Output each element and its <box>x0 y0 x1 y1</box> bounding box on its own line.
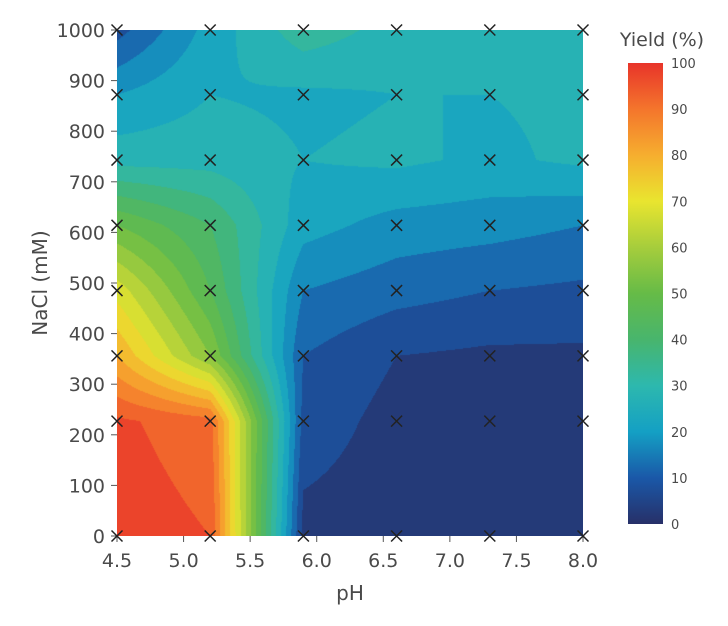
design-point-marker <box>390 284 403 297</box>
colorbar-tick-label: 50 <box>671 288 688 303</box>
design-point-marker <box>483 415 496 428</box>
design-point-marker <box>204 529 217 543</box>
y-axis-title: NaCl (mM) <box>28 230 52 335</box>
design-point-marker <box>297 284 310 297</box>
x-tick-label: 6.5 <box>368 550 398 572</box>
x-tick-label: 4.5 <box>102 550 132 572</box>
design-point-marker <box>110 154 124 167</box>
design-point-marker <box>204 154 217 167</box>
design-point-marker <box>390 219 403 232</box>
x-tick-label: 6.0 <box>302 550 332 572</box>
design-point-marker <box>390 88 403 101</box>
design-point-marker <box>204 415 217 428</box>
design-point-marker <box>110 23 124 37</box>
colorbar-tick-label: 30 <box>671 380 688 395</box>
y-tick-label: 400 <box>69 324 105 346</box>
design-point-marker <box>483 23 496 37</box>
design-point-marker <box>204 219 217 232</box>
colorbar-tick-label: 80 <box>671 149 688 164</box>
colorbar-tick-label: 60 <box>671 241 688 256</box>
design-point-marker <box>483 284 496 297</box>
design-point-marker <box>576 219 590 232</box>
colorbar-tick-label: 10 <box>671 472 688 487</box>
design-point-marker <box>297 529 310 543</box>
y-tick-label: 500 <box>69 273 105 295</box>
design-point-marker <box>483 219 496 232</box>
design-point-marker <box>390 529 403 543</box>
y-tick-label: 100 <box>69 475 105 497</box>
colorbar-tick-label: 70 <box>671 195 688 210</box>
design-point-marker <box>297 349 310 362</box>
y-tick-label: 800 <box>69 121 105 143</box>
y-tick-label: 0 <box>93 526 105 548</box>
design-point-marker <box>483 88 496 101</box>
design-point-marker <box>110 415 124 428</box>
design-point-marker <box>297 154 310 167</box>
design-point-marker <box>576 415 590 428</box>
design-point-marker <box>390 23 403 37</box>
x-tick-label: 5.5 <box>235 550 265 572</box>
design-point-marker <box>110 349 124 362</box>
x-tick-label: 8.0 <box>568 550 598 572</box>
design-point-marker <box>576 154 590 167</box>
design-point-marker <box>297 23 310 37</box>
contour-surface <box>117 30 583 536</box>
design-point-marker <box>390 349 403 362</box>
design-point-marker <box>576 349 590 362</box>
x-tick-label: 5.0 <box>168 550 198 572</box>
design-point-marker <box>297 88 310 101</box>
design-point-marker <box>390 415 403 428</box>
colorbar-tick-label: 100 <box>671 57 696 72</box>
design-point-marker <box>204 23 217 37</box>
colorbar-tick-label: 0 <box>671 518 679 533</box>
y-tick-label: 600 <box>69 222 105 244</box>
x-tick-label: 7.0 <box>435 550 465 572</box>
colorbar-tick-label: 20 <box>671 426 688 441</box>
design-point-marker <box>110 284 124 297</box>
design-point-marker <box>297 415 310 428</box>
y-tick-label: 1000 <box>57 20 105 42</box>
x-axis-title: pH <box>336 581 364 605</box>
design-point-marker <box>576 284 590 297</box>
colorbar-tick-label: 40 <box>671 334 688 349</box>
y-tick-label: 300 <box>69 374 105 396</box>
colorbar-tick-label: 90 <box>671 103 688 118</box>
design-point-marker <box>483 154 496 167</box>
design-point-marker <box>576 88 590 101</box>
design-point-marker <box>110 88 124 101</box>
design-point-marker <box>576 529 590 543</box>
design-point-marker <box>390 154 403 167</box>
y-tick-label: 900 <box>69 71 105 93</box>
y-tick-label: 200 <box>69 425 105 447</box>
x-tick-label: 7.5 <box>501 550 531 572</box>
design-point-marker <box>576 23 590 37</box>
colorbar-title: Yield (%) <box>619 29 704 51</box>
design-point-marker <box>204 88 217 101</box>
colorbar <box>628 63 663 524</box>
design-point-marker <box>204 349 217 362</box>
design-point-marker <box>297 219 310 232</box>
design-point-marker <box>483 349 496 362</box>
design-point-marker <box>110 529 124 543</box>
design-point-marker <box>110 219 124 232</box>
design-point-marker <box>483 529 496 543</box>
design-point-marker <box>204 284 217 297</box>
y-tick-label: 700 <box>69 172 105 194</box>
